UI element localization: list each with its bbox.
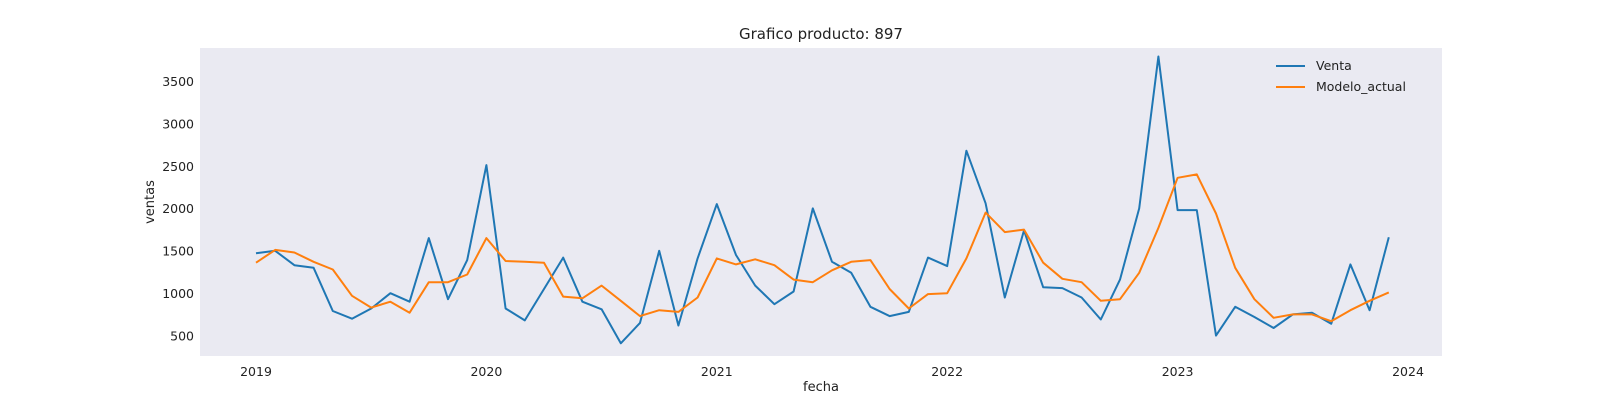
y-tick-label: 500 bbox=[170, 328, 194, 343]
x-tick-label: 2020 bbox=[470, 364, 502, 379]
series-lines bbox=[255, 55, 1390, 345]
y-tick-label: 1000 bbox=[162, 286, 194, 301]
legend-label: Modelo_actual bbox=[1316, 79, 1406, 94]
x-axis-label: fecha bbox=[803, 380, 839, 395]
x-tick-label: 2019 bbox=[240, 364, 272, 379]
chart-title: Grafico producto: 897 bbox=[739, 25, 903, 43]
y-axis-label: ventas bbox=[143, 180, 158, 224]
y-tick-label: 2000 bbox=[162, 201, 194, 216]
x-tick-label: 2023 bbox=[1162, 364, 1194, 379]
x-tick-label: 2022 bbox=[931, 364, 963, 379]
legend: Venta Modelo_actual bbox=[1276, 58, 1406, 94]
series-line-modelo_actual bbox=[255, 173, 1390, 323]
y-tick-label: 2500 bbox=[162, 159, 194, 174]
y-tick-label: 1500 bbox=[162, 244, 194, 259]
x-tick-label: 2021 bbox=[701, 364, 733, 379]
y-axis-ticks: 500 1000 1500 2000 2500 3000 3500 bbox=[162, 74, 194, 344]
x-axis-ticks: 2019 2020 2021 2022 2023 2024 bbox=[240, 364, 1424, 379]
plot-area bbox=[200, 48, 1442, 356]
y-tick-label: 3000 bbox=[162, 116, 194, 131]
x-tick-label: 2024 bbox=[1392, 364, 1424, 379]
series-line-venta bbox=[255, 55, 1390, 345]
y-tick-label: 3500 bbox=[162, 74, 194, 89]
legend-label: Venta bbox=[1316, 58, 1352, 73]
